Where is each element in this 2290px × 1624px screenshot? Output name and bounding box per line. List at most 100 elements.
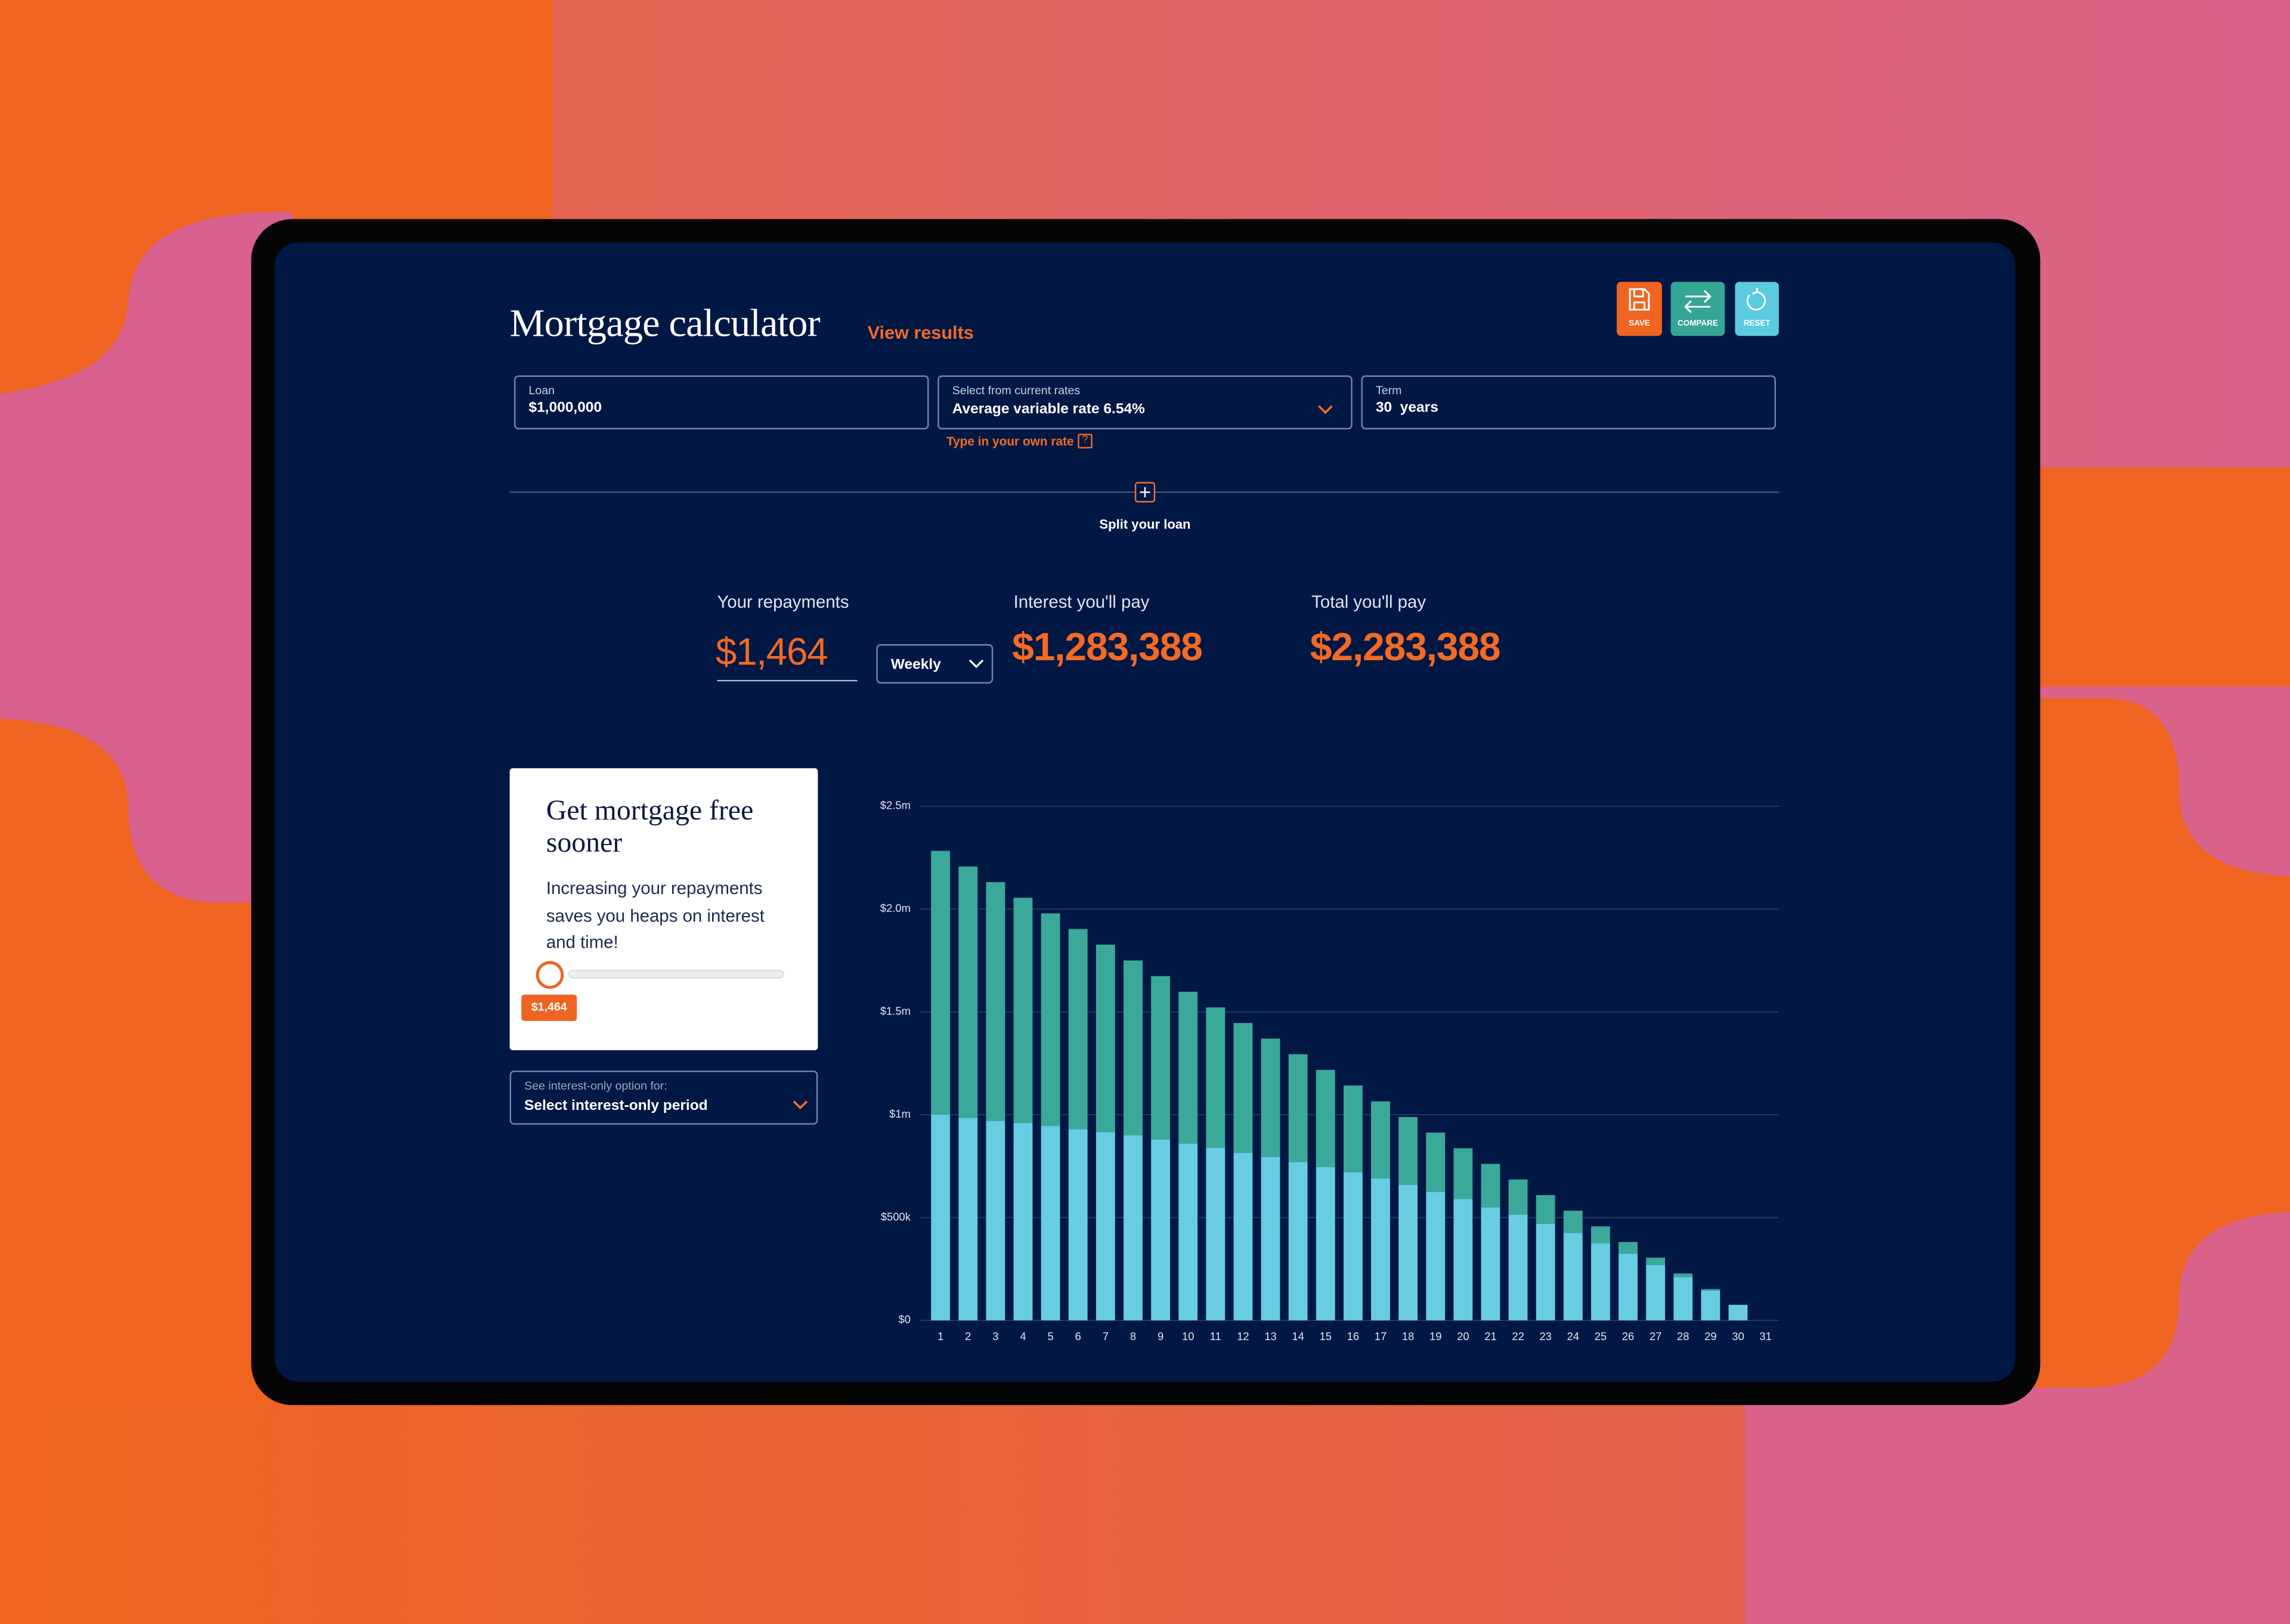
help-icon[interactable]: ? bbox=[1078, 434, 1093, 448]
icon bbox=[1684, 290, 1712, 314]
bar-segment bbox=[1673, 1273, 1693, 1277]
x-tick-label: 27 bbox=[1650, 1330, 1661, 1342]
bar-segment bbox=[1261, 1038, 1280, 1157]
bar-segment bbox=[1096, 1132, 1115, 1320]
y-tick-label: $1.5m bbox=[880, 1004, 911, 1017]
bar-segment bbox=[1371, 1178, 1390, 1320]
bar-segment bbox=[1151, 976, 1171, 1140]
loan-input[interactable]: Loan $1,000,000 bbox=[514, 375, 929, 430]
x-tick-label: 4 bbox=[1020, 1330, 1026, 1342]
x-tick-label: 22 bbox=[1512, 1330, 1524, 1342]
bar-segment bbox=[958, 1118, 978, 1320]
x-tick-label: 10 bbox=[1182, 1330, 1194, 1342]
bar-segment bbox=[1178, 1143, 1198, 1320]
x-tick-label: 8 bbox=[1130, 1330, 1136, 1342]
compare-icon bbox=[1684, 290, 1712, 314]
summary-label: Your repayments bbox=[717, 591, 849, 613]
bar-segment bbox=[1508, 1179, 1528, 1215]
x-tick-label: 19 bbox=[1429, 1330, 1441, 1342]
reset-button[interactable]: RESET bbox=[1735, 282, 1779, 336]
bar-segment bbox=[1398, 1116, 1418, 1185]
save-icon bbox=[1629, 288, 1650, 311]
bar-segment bbox=[958, 866, 978, 1118]
slider-value: $1,464 bbox=[521, 994, 577, 1021]
summary-label: Interest you'll pay bbox=[1013, 591, 1150, 613]
bar-segment bbox=[1481, 1207, 1500, 1320]
bar-segment bbox=[1701, 1289, 1720, 1291]
bar-segment bbox=[1619, 1253, 1638, 1320]
input-value: $1,000,000 bbox=[528, 400, 602, 416]
background-shape bbox=[0, 1405, 1746, 1624]
page-title: Mortgage calculator bbox=[509, 301, 821, 345]
save-button[interactable]: SAVE bbox=[1617, 282, 1662, 336]
y-tick-label: $500k bbox=[881, 1210, 911, 1223]
button-label: SAVE bbox=[1629, 320, 1650, 329]
x-tick-label: 20 bbox=[1457, 1330, 1469, 1342]
term-input[interactable]: Term 30 years bbox=[1361, 375, 1776, 430]
bar-segment bbox=[1646, 1257, 1666, 1265]
promo-text: Increasing your repayments saves you hea… bbox=[546, 877, 765, 952]
bar-segment bbox=[1343, 1172, 1363, 1320]
button-label: RESET bbox=[1743, 320, 1771, 329]
input-value: Average variable rate 6.54% bbox=[952, 401, 1145, 418]
bar-segment bbox=[986, 1121, 1005, 1320]
x-tick-label: 6 bbox=[1075, 1330, 1081, 1342]
background-shape bbox=[0, 212, 292, 903]
frequency-select[interactable]: Weekly bbox=[876, 644, 994, 684]
bar-segment bbox=[1068, 1129, 1088, 1320]
icon bbox=[1746, 287, 1766, 311]
bar-segment bbox=[1013, 898, 1033, 1123]
input-value: 30 years bbox=[1376, 400, 1438, 416]
bar-segment bbox=[1233, 1152, 1253, 1320]
bar-segment bbox=[1178, 991, 1198, 1144]
bar-segment bbox=[1508, 1214, 1528, 1320]
x-tick-label: 29 bbox=[1704, 1330, 1716, 1342]
slider-thumb[interactable] bbox=[536, 961, 564, 989]
x-tick-label: 5 bbox=[1048, 1330, 1054, 1342]
bar-segment bbox=[1453, 1148, 1473, 1199]
bar-segment bbox=[1453, 1199, 1473, 1320]
bar-segment bbox=[1426, 1192, 1446, 1320]
x-tick-label: 18 bbox=[1402, 1330, 1414, 1342]
bar-segment bbox=[1536, 1223, 1555, 1320]
bar-segment bbox=[1563, 1233, 1583, 1320]
icon bbox=[1629, 288, 1650, 311]
x-tick-label: 9 bbox=[1158, 1330, 1163, 1342]
select-label: See interest-only option for: bbox=[524, 1079, 667, 1093]
input-label: Select from current rates bbox=[952, 384, 1081, 398]
x-tick-label: 7 bbox=[1103, 1330, 1109, 1342]
y-tick-label: $2.0m bbox=[880, 902, 911, 914]
bar-segment bbox=[1013, 1122, 1033, 1320]
own-rate-link[interactable]: Type in your own rate bbox=[946, 434, 1074, 448]
bar-segment bbox=[1041, 1126, 1060, 1320]
input-label: Term bbox=[1375, 384, 1402, 398]
bar-segment bbox=[1068, 929, 1088, 1130]
x-tick-label: 26 bbox=[1622, 1330, 1634, 1342]
interest-only-select[interactable]: See interest-only option for: Select int… bbox=[509, 1071, 818, 1125]
bar-segment bbox=[931, 1115, 951, 1320]
compare-button[interactable]: COMPARE bbox=[1670, 282, 1725, 336]
bar-segment bbox=[1124, 960, 1143, 1136]
bar-segment bbox=[1673, 1277, 1693, 1320]
x-tick-label: 11 bbox=[1210, 1330, 1221, 1342]
bar-segment bbox=[1563, 1211, 1583, 1233]
bar-segment bbox=[1124, 1135, 1143, 1320]
screen bbox=[274, 242, 2016, 1382]
bar-segment bbox=[1288, 1054, 1308, 1162]
view-results-link[interactable]: View results bbox=[867, 323, 974, 344]
slider-track bbox=[568, 969, 785, 978]
x-tick-label: 28 bbox=[1677, 1330, 1689, 1342]
select-value: Weekly bbox=[890, 657, 941, 673]
x-tick-label: 24 bbox=[1567, 1330, 1579, 1342]
promo-title: Get mortgage free sooner bbox=[546, 796, 754, 859]
background-shape bbox=[2015, 698, 2290, 1388]
x-tick-label: 25 bbox=[1595, 1330, 1607, 1342]
chart: $0$500k$1m$1.5m$2.0m$2.5m1 2 3 4 5 6 7 8 9 10 11 12… bbox=[880, 799, 1779, 1342]
bar-segment bbox=[1261, 1156, 1280, 1320]
x-tick-label: 17 bbox=[1375, 1330, 1387, 1342]
x-tick-label: 12 bbox=[1237, 1330, 1249, 1342]
rate-select[interactable]: Select from current rates Average variab… bbox=[937, 375, 1353, 430]
